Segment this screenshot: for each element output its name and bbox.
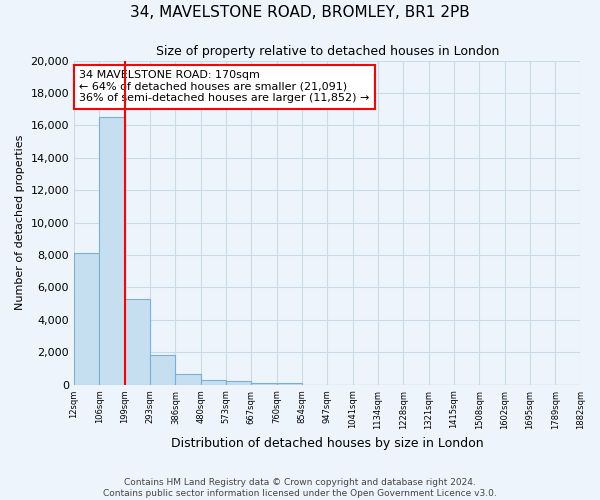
Bar [125, 299, 150, 384]
Bar [100, 118, 125, 384]
Bar [251, 383, 277, 384]
Bar [226, 382, 251, 384]
Text: 34 MAVELSTONE ROAD: 170sqm
← 64% of detached houses are smaller (21,091)
36% of : 34 MAVELSTONE ROAD: 170sqm ← 64% of deta… [79, 70, 370, 104]
Bar [200, 380, 226, 384]
X-axis label: Distribution of detached houses by size in London: Distribution of detached houses by size … [171, 437, 484, 450]
Text: 34, MAVELSTONE ROAD, BROMLEY, BR1 2PB: 34, MAVELSTONE ROAD, BROMLEY, BR1 2PB [130, 5, 470, 20]
Title: Size of property relative to detached houses in London: Size of property relative to detached ho… [155, 45, 499, 58]
Y-axis label: Number of detached properties: Number of detached properties [15, 135, 25, 310]
Bar [277, 383, 302, 384]
Text: Contains HM Land Registry data © Crown copyright and database right 2024.
Contai: Contains HM Land Registry data © Crown c… [103, 478, 497, 498]
Bar [74, 254, 100, 384]
Bar [150, 354, 175, 384]
Bar [175, 374, 200, 384]
